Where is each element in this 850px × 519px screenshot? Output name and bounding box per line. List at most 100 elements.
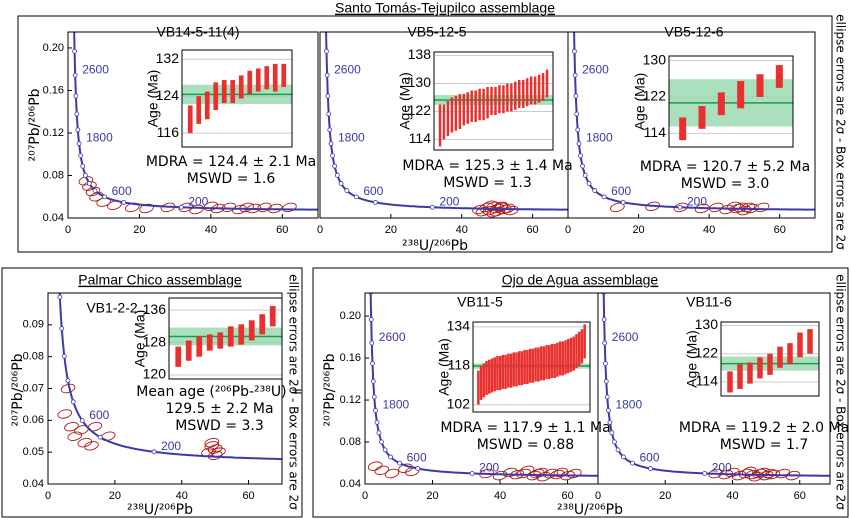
age-node bbox=[374, 419, 380, 425]
inset-tick-label: 122 bbox=[408, 102, 432, 118]
error-ellipse bbox=[560, 470, 575, 481]
age-label: 600 bbox=[363, 184, 383, 198]
age-error-bar bbox=[717, 92, 725, 116]
age-error-bar bbox=[477, 370, 480, 405]
age-error-bar bbox=[767, 353, 773, 375]
group-frame bbox=[312, 267, 849, 518]
age-error-bar bbox=[787, 343, 793, 365]
age-node bbox=[388, 454, 393, 460]
age-node bbox=[76, 141, 82, 146]
age-node bbox=[56, 259, 60, 263]
error-ellipse bbox=[267, 203, 283, 214]
age-error-bar bbox=[187, 105, 193, 134]
x-tick-label: 20 bbox=[133, 224, 145, 236]
inset-y-label: Age (Ma) bbox=[145, 70, 161, 128]
age-error-bar bbox=[446, 101, 450, 136]
age-node bbox=[102, 194, 108, 200]
age-error-bar bbox=[747, 362, 753, 384]
age-node bbox=[61, 353, 67, 359]
age-error-bar bbox=[264, 66, 270, 90]
y-tick-label: 0.08 bbox=[340, 436, 361, 448]
x-tick-label: 0 bbox=[65, 224, 71, 236]
error-ellipse bbox=[610, 202, 625, 213]
plot-frame bbox=[67, 31, 319, 219]
plot-frame bbox=[597, 292, 831, 485]
inset-tick-label: 114 bbox=[644, 124, 667, 140]
error-ellipse bbox=[87, 421, 103, 432]
age-error-bar bbox=[777, 346, 783, 368]
age-node bbox=[573, 93, 579, 99]
age-label: 200 bbox=[161, 439, 181, 453]
result-text: MSWD = 3.3 bbox=[175, 418, 263, 434]
age-node bbox=[97, 434, 103, 440]
age-error-bar bbox=[757, 357, 763, 379]
x-tick-label: 20 bbox=[632, 224, 644, 236]
age-error-bar bbox=[533, 76, 537, 105]
age-node bbox=[604, 394, 610, 400]
error-ellipse bbox=[694, 203, 710, 214]
error-ellipse bbox=[744, 203, 759, 214]
age-label: 1800 bbox=[615, 398, 642, 412]
age-error-bar bbox=[545, 69, 549, 98]
age-node bbox=[607, 419, 613, 425]
age-node bbox=[332, 163, 338, 169]
age-error-bar bbox=[485, 360, 488, 395]
age-error-bar bbox=[496, 356, 499, 391]
inset-frame bbox=[472, 321, 591, 413]
age-label: 2600 bbox=[82, 62, 109, 76]
age-node bbox=[620, 199, 626, 205]
age-label: 600 bbox=[89, 408, 109, 422]
age-error-bar bbox=[564, 340, 567, 375]
age-node bbox=[376, 430, 382, 436]
age-error-bar bbox=[462, 94, 466, 126]
age-node bbox=[603, 361, 608, 366]
age-node bbox=[370, 378, 376, 384]
age-error-bar bbox=[509, 353, 513, 388]
age-error-bar bbox=[255, 68, 261, 92]
age-error-bar bbox=[281, 63, 287, 87]
age-node bbox=[603, 378, 609, 384]
x-tick-label: 0 bbox=[362, 490, 368, 502]
age-error-bar bbox=[523, 349, 526, 385]
age-node bbox=[57, 294, 63, 300]
age-node bbox=[338, 181, 344, 186]
y-tick-label: 0.08 bbox=[23, 351, 44, 363]
age-node bbox=[79, 418, 85, 424]
error-ellipse bbox=[645, 201, 660, 212]
age-node bbox=[178, 204, 184, 210]
group-title: Palmar Chico assemblage bbox=[78, 272, 242, 288]
age-error-bar bbox=[775, 65, 783, 88]
sample-title: VB11-5 bbox=[457, 294, 503, 310]
x-axis-label: ²³⁸U/²⁰⁶Pb bbox=[127, 502, 193, 518]
x-tick-label: 40 bbox=[176, 490, 188, 502]
age-error-bar bbox=[517, 351, 521, 386]
age-node bbox=[572, 22, 576, 26]
age-node bbox=[648, 466, 653, 471]
result-text: MSWD = 3.0 bbox=[681, 176, 769, 192]
x-tick-label: 20 bbox=[426, 490, 438, 502]
age-error-bar bbox=[698, 106, 706, 129]
age-node bbox=[606, 408, 611, 413]
age-label: 1800 bbox=[586, 131, 613, 145]
result-text: MSWD = 0.88 bbox=[477, 437, 574, 453]
y-tick-label: 0.20 bbox=[340, 310, 361, 322]
age-node bbox=[592, 188, 598, 193]
error-ellipse bbox=[204, 441, 220, 451]
plot-area bbox=[324, 32, 568, 218]
age-error-bar bbox=[490, 87, 493, 115]
x-tick-label: 40 bbox=[456, 224, 468, 236]
age-error-bar bbox=[525, 78, 529, 107]
age-error-bar bbox=[756, 74, 764, 97]
age-error-bar bbox=[450, 97, 454, 133]
age-node bbox=[72, 48, 77, 54]
plot-area bbox=[367, 293, 598, 482]
age-error-bar bbox=[494, 87, 497, 115]
x-axis-label: ²³⁸U/²⁰⁶Pb bbox=[402, 238, 468, 254]
age-error-bar bbox=[545, 345, 548, 380]
group-frame bbox=[17, 15, 833, 253]
inset-frame bbox=[168, 297, 283, 380]
age-error-bar bbox=[204, 91, 210, 120]
age-node bbox=[469, 470, 475, 476]
result-text: Mean age (²⁰⁶Pb-²³⁸U) = bbox=[136, 384, 303, 400]
error-ellipse bbox=[765, 469, 781, 480]
